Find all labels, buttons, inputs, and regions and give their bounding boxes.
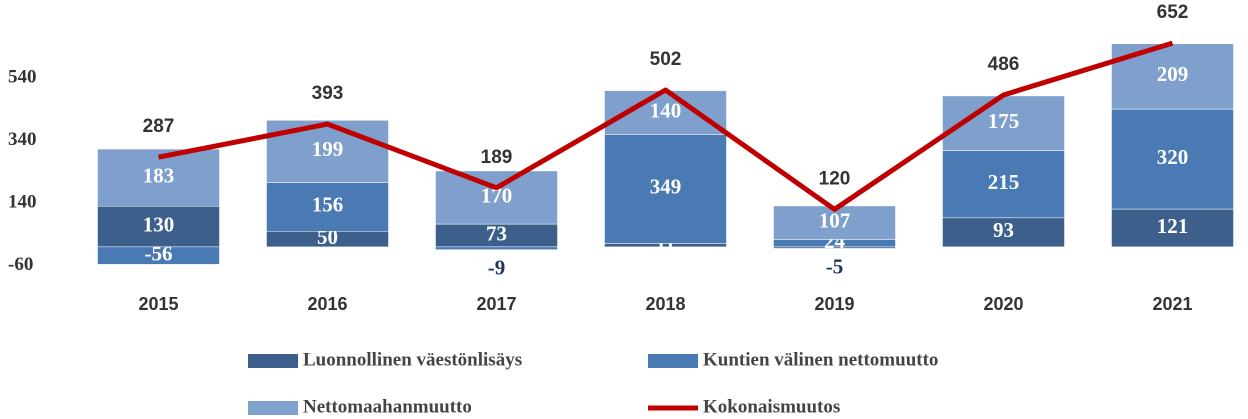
data-label: 175: [988, 109, 1020, 133]
data-label: 130: [143, 212, 175, 236]
x-tick-label: 2018: [645, 294, 685, 314]
bar-segment: [435, 170, 558, 225]
y-tick-label: -60: [8, 254, 33, 275]
y-tick-label: 540: [8, 66, 37, 87]
line-label: 393: [312, 83, 344, 104]
data-label: -56: [145, 241, 173, 265]
x-tick-label: 2016: [307, 294, 347, 314]
bar-segment: [1111, 208, 1234, 248]
legend-swatch: [248, 354, 298, 368]
data-label: 183: [143, 163, 175, 187]
data-label: 121: [1157, 214, 1189, 238]
bar-segment: [266, 182, 389, 232]
data-label: 320: [1157, 145, 1189, 169]
data-label: 215: [988, 170, 1020, 194]
data-label: 209: [1157, 62, 1189, 86]
data-label: 107: [819, 208, 851, 232]
data-label: -5: [826, 254, 844, 278]
line-label: 120: [819, 168, 851, 189]
line-label: 189: [481, 147, 513, 168]
legend-swatch: [648, 354, 698, 368]
line-label: 502: [650, 49, 682, 70]
legend-label: Kokonaismuutos: [703, 396, 840, 417]
bar-segment: [97, 206, 220, 248]
line-label: 287: [143, 116, 175, 137]
data-label: 73: [486, 221, 507, 245]
y-tick-label: 340: [8, 129, 37, 150]
bar-segment: [942, 217, 1065, 248]
x-tick-label: 2021: [1152, 294, 1192, 314]
data-label: 199: [312, 137, 344, 161]
line-label: 652: [1157, 2, 1189, 23]
bar-segment: [604, 134, 727, 244]
legend-label: Kuntien välinen nettomuutto: [703, 349, 938, 370]
bar-segment: [97, 148, 220, 207]
data-label: 156: [312, 193, 344, 217]
line: [158, 40, 1174, 212]
data-label: 140: [650, 98, 682, 122]
legend-swatch: [248, 401, 298, 415]
x-tick-label: 2019: [814, 294, 854, 314]
x-tick-label: 2017: [476, 294, 516, 314]
x-tick-label: 2015: [138, 294, 178, 314]
data-label: -9: [488, 256, 506, 280]
legend-label: Nettomaahanmuutto: [303, 396, 472, 417]
line-label: 486: [988, 54, 1020, 75]
x-tick-label: 2020: [983, 294, 1023, 314]
data-label: 349: [650, 175, 682, 199]
bar-segment: [1111, 108, 1234, 210]
bar-segment: [435, 246, 558, 250]
bar-segment: [942, 150, 1065, 219]
legend-label: Luonnollinen väestönlisäys: [303, 349, 522, 370]
bar-segment: [97, 246, 220, 265]
y-tick-label: 140: [8, 191, 37, 212]
data-label: 93: [993, 218, 1014, 242]
